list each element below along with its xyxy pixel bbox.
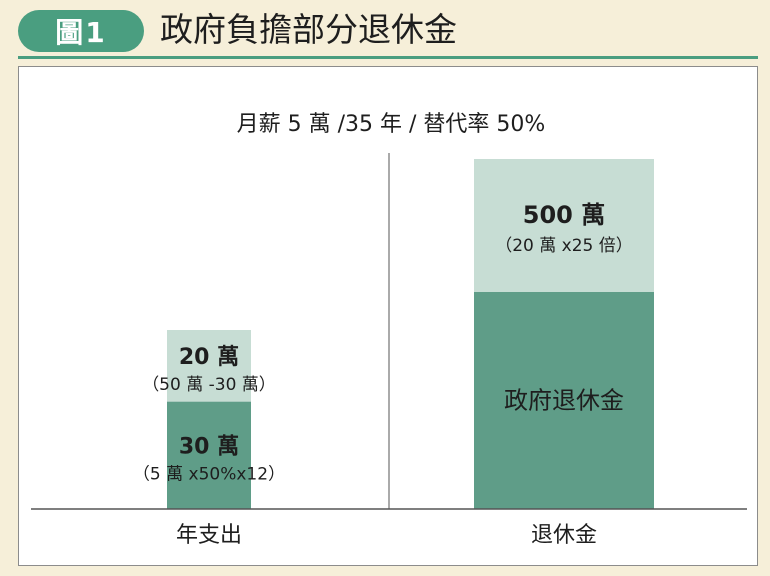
figure-title: 政府負擔部分退休金 — [160, 10, 457, 49]
chart-title: 月薪 5 萬 /35 年 / 替代率 50% — [237, 112, 546, 137]
chart: 月薪 5 萬 /35 年 / 替代率 50% 30 萬 （5 萬 x50%x12） 2… — [31, 112, 747, 548]
bar-annual-segment-0 — [167, 401, 251, 509]
bar-annual-sub-label-1: （50 萬 -30 萬） — [142, 375, 276, 395]
category-label-1: 退休金 — [531, 523, 597, 548]
bar-annual-sub-label-0: （5 萬 x50%x12） — [133, 464, 285, 484]
bar-pension-total-label: 500 萬 — [523, 201, 605, 229]
category-label-0: 年支出 — [176, 523, 242, 548]
chart-panel: 月薪 5 萬 /35 年 / 替代率 50% 30 萬 （5 萬 x50%x12） 2… — [18, 66, 758, 566]
figure-number-badge: 圖1 — [18, 10, 144, 52]
bar-annual-value-label-1: 20 萬 — [179, 345, 239, 370]
bar-pension-total-sublabel: （20 萬 x25 倍） — [495, 236, 633, 256]
figure-header: 圖1 政府負擔部分退休金 — [0, 0, 770, 60]
bar-annual-value-label-0: 30 萬 — [179, 434, 239, 459]
bar-pension-segment-1 — [474, 159, 654, 292]
bar-pension-segment-0 — [474, 292, 654, 509]
bar-pension-segment-label-0: 政府退休金 — [504, 387, 624, 415]
bar-annual-segment-1 — [167, 330, 251, 402]
header-rule — [18, 56, 758, 59]
